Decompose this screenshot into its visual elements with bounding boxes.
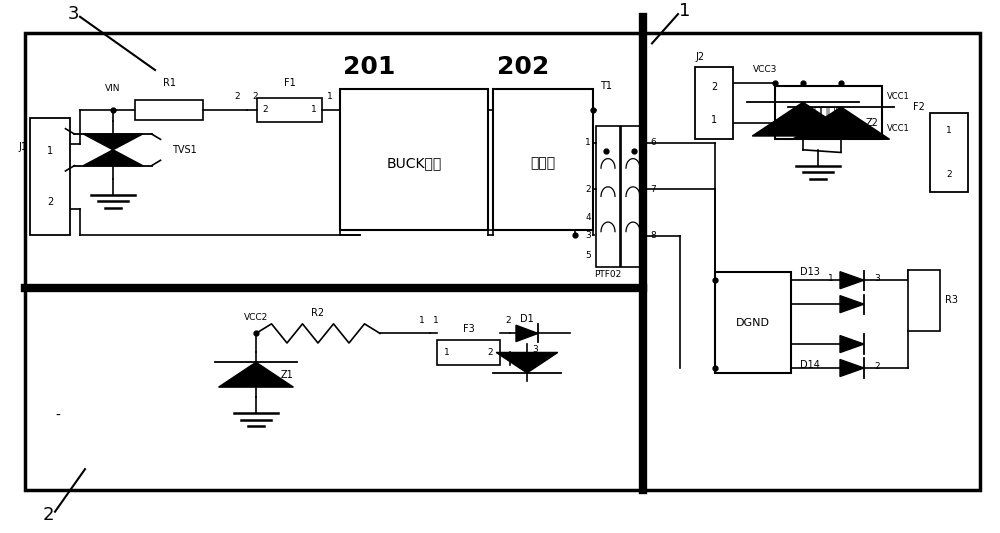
Text: VCC2: VCC2 [244,313,268,322]
Text: D13: D13 [800,267,820,277]
Text: VCC1: VCC1 [887,92,910,101]
Text: 2: 2 [711,82,717,92]
Text: R1: R1 [162,78,176,88]
Text: 2: 2 [874,362,880,372]
Bar [715,272,791,373]
Polygon shape [752,102,854,136]
Text: 4: 4 [585,213,591,222]
Text: R2: R2 [311,308,325,318]
Bar [25,33,980,490]
Text: 201: 201 [343,55,395,79]
Text: -: - [55,409,60,423]
Bar [621,126,645,267]
Bar [775,86,882,139]
Text: 本安防护: 本安防护 [813,106,843,119]
Text: Z3: Z3 [828,114,841,124]
Text: F1: F1 [284,78,295,88]
Text: 1: 1 [47,146,53,156]
Text: 202: 202 [497,55,549,79]
Text: TVS1: TVS1 [172,145,197,155]
Bar [30,118,70,235]
Text: 1: 1 [679,3,691,20]
Polygon shape [840,296,864,313]
Polygon shape [840,336,864,353]
Text: 3: 3 [67,5,79,23]
Text: 2: 2 [946,171,952,179]
Polygon shape [496,352,558,373]
Text: J2: J2 [695,52,704,62]
Text: VCC1: VCC1 [887,124,910,133]
Bar [493,88,593,230]
Polygon shape [83,150,143,166]
Bar [596,126,620,267]
Polygon shape [516,325,538,342]
Text: F3: F3 [463,324,474,334]
Text: T1: T1 [600,81,612,91]
Text: Z1: Z1 [281,370,294,379]
Text: 1: 1 [444,348,450,357]
Polygon shape [219,362,293,387]
Text: Z2: Z2 [866,118,879,128]
Bar [908,270,940,331]
Text: R3: R3 [945,295,958,305]
Polygon shape [840,272,864,289]
Text: D14: D14 [800,360,820,370]
Text: 5: 5 [585,252,591,261]
Text: 2: 2 [234,92,240,101]
Text: J1: J1 [18,142,27,152]
Text: 逆变器: 逆变器 [530,156,556,170]
Text: VCC3: VCC3 [753,66,777,75]
Text: DGND: DGND [736,318,770,328]
Text: 1: 1 [327,92,333,101]
Text: PTF02: PTF02 [594,270,622,279]
Polygon shape [840,359,864,376]
Text: 1: 1 [585,138,591,147]
Text: 1: 1 [311,106,317,115]
Text: 2: 2 [487,348,493,357]
Text: 2: 2 [585,185,591,194]
Text: BUCK电路: BUCK电路 [386,156,442,170]
Text: 7: 7 [650,185,656,194]
Text: 2: 2 [42,506,54,524]
Polygon shape [792,107,890,139]
Polygon shape [83,134,143,150]
Text: 1: 1 [946,126,952,135]
Text: VIN: VIN [105,84,121,93]
Bar [257,98,322,122]
Text: 1: 1 [433,316,439,325]
Text: 1: 1 [711,115,717,125]
Text: 2: 2 [252,92,258,101]
Text: 1: 1 [828,274,834,283]
Bar [135,100,203,120]
Text: 2: 2 [262,106,268,115]
Text: 2: 2 [47,197,53,207]
Text: 6: 6 [650,138,656,147]
Text: 3: 3 [874,274,880,283]
Text: 3: 3 [585,231,591,240]
Bar [340,88,488,230]
Text: 2: 2 [505,316,511,325]
Text: 8: 8 [650,231,656,240]
Bar [695,67,733,139]
Bar [930,112,968,192]
Text: F2: F2 [913,102,925,112]
Bar [437,340,500,365]
Text: 1: 1 [419,316,425,325]
Text: D1: D1 [520,313,534,324]
Text: 3: 3 [532,345,538,354]
